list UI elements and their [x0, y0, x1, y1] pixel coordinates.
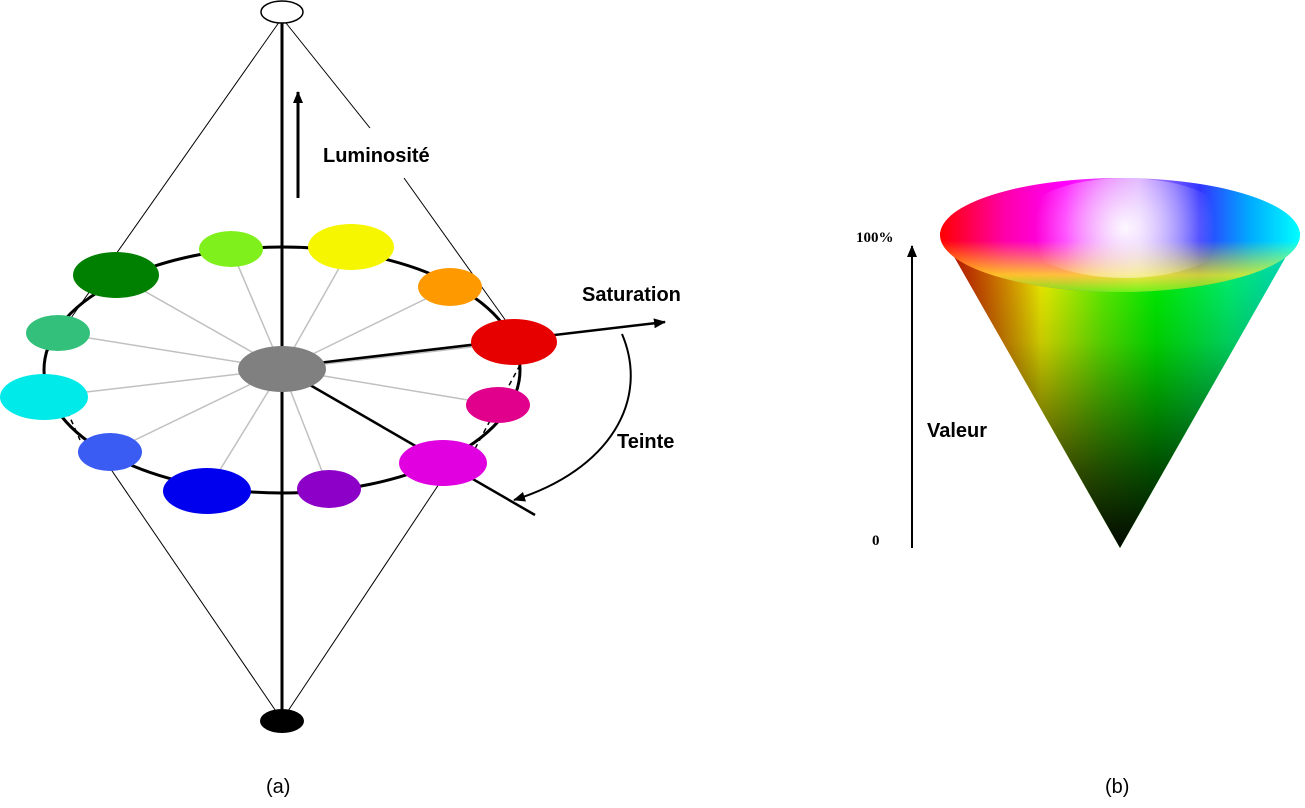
tick-zero: 0 — [872, 533, 880, 549]
hue-node-cyan — [0, 374, 88, 420]
caption-b: (b) — [1105, 776, 1129, 798]
hue-node-light-blue — [78, 433, 142, 471]
bottom-black-node — [260, 709, 304, 733]
hue-node-pink — [466, 387, 530, 423]
hue-node-magenta — [399, 440, 487, 486]
saturation-label: Saturation — [582, 284, 681, 306]
cone-body-shade — [940, 232, 1300, 548]
hue-nodes — [0, 224, 557, 514]
hue-node-orange — [418, 268, 482, 306]
hue-label: Teinte — [617, 431, 674, 453]
hue-node-dark-green — [73, 252, 159, 298]
hue-node-yellow — [308, 224, 394, 270]
hue-node-sea-green — [26, 315, 90, 351]
cone-outline — [44, 17, 517, 721]
cone-top — [940, 178, 1300, 292]
hue-node-blue — [163, 468, 251, 514]
center-grey-node — [238, 346, 326, 392]
hsv-cone-diagram: 100% 0 Valeur (b) — [856, 178, 1300, 798]
hsl-double-cone-diagram: Luminosité Saturation Teinte (a) — [0, 0, 681, 798]
value-label: Valeur — [927, 420, 987, 442]
hue-arrow — [513, 333, 632, 502]
caption-a: (a) — [266, 776, 290, 798]
luminosity-label: Luminosité — [323, 145, 430, 167]
top-white-node — [260, 0, 304, 24]
tick-100-percent: 100% — [856, 230, 894, 246]
hue-node-lime — [199, 231, 263, 267]
hue-node-purple — [297, 470, 361, 508]
hue-node-red — [471, 319, 557, 365]
